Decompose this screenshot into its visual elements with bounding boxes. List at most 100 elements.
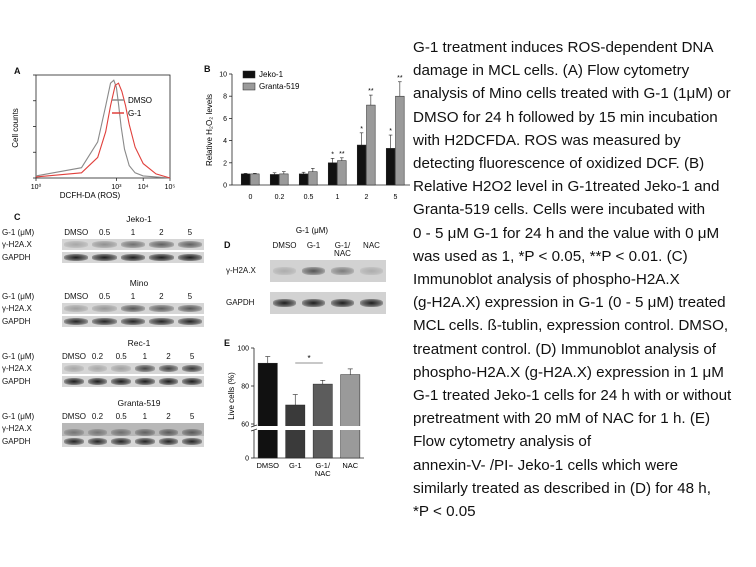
blot-lane-label: 0.2 [91,352,104,361]
gamma-h2ax-band [92,305,117,312]
blot-lane-label: 0.2 [91,412,104,421]
blot-row-label: GAPDH [2,253,31,262]
gamma-h2ax-band [149,241,174,248]
caption-line: with H2DCFDA. ROS was measured by [413,131,681,149]
chart-a-ylabel: Cell counts [11,108,20,148]
gamma-h2ax-band [92,241,117,248]
caption-line: Relative H2O2 level in G-1treated Jeko-1… [413,178,720,196]
chart-b-category-label: 0.5 [304,194,314,201]
panel-d-letter: D [224,240,231,250]
gamma-h2ax-band [273,267,296,275]
chart-e-bar [257,362,278,459]
chart-b-bar-granta519 [250,173,260,186]
gamma-h2ax-band [177,241,202,248]
chart-b-bar-jeko1 [356,144,367,186]
chart-e-bar [340,374,361,459]
blot-d-row-label: GAPDH [226,298,255,307]
panel-b-bar-chart: Relative H₂O₂ levels G-1 (μM) 0 2 4 6 8 10 0 0.… [205,70,410,235]
blot-lane-label: 0.5 [115,412,127,421]
caption-line: G-1 treatment induces ROS-dependent DNA [413,39,714,56]
blot-d-row-label: γ-H2A.X [226,266,256,275]
gamma-h2ax-band [331,267,354,275]
gapdh-band [64,254,89,261]
gamma-h2ax-band [111,429,131,436]
blot-row-label: GAPDH [2,437,31,446]
caption-line: pretreatment with 20 mM of NAC for 1 h. … [413,410,711,428]
gamma-h2ax-band [135,429,155,436]
blot-block: Granta-519 G-1 (μM) DMSO 0.2 0.5 1 2 5 γ-H2A.X GA… [2,398,214,460]
chart-b-category-label: 0 [249,194,253,201]
chart-e-significance-label: * [307,354,310,363]
blot-lane-label: 1 [142,412,148,421]
chart-a-frame [35,74,171,179]
blot-lane-label: 5 [189,352,195,361]
chart-b-category-label: 0.2 [275,194,285,201]
caption-line: Granta-519 cells. Cells were incubated w… [413,201,706,219]
panel-c-letter: C [14,212,21,222]
blot-membrane [62,252,204,263]
chart-b-bar-jeko1 [240,173,251,186]
blot-block: Rec-1 G-1 (μM) DMSO 0.2 0.5 1 2 5 γ-H2A.X GAPDH [2,338,214,400]
blot-row-label: γ-H2A.X [2,240,32,249]
caption-line: annexin-V- /PI- Jeko-1 cells which were [413,456,679,474]
caption-line: DMSO for 24 h followed by 15 min incubat… [413,108,718,126]
chart-b-significance: * [389,128,392,135]
gamma-h2ax-band [64,365,84,372]
chart-a-legend: DMSO G-1 [112,96,152,118]
blot-header-label: G-1 (μM) [2,412,35,421]
gamma-h2ax-band [120,241,146,248]
blot-row-label: γ-H2A.X [2,364,32,373]
chart-b-ytick-label: 0 [223,183,227,190]
gapdh-band [120,254,146,261]
chart-b-legend: Jeko-1 Granta-519 [242,70,300,91]
chart-a-xlabel: DCFH-DA (ROS) [60,191,121,200]
chart-b-bar-granta519 [395,95,405,186]
gamma-h2ax-band [135,365,155,372]
blot-row-label: GAPDH [2,377,31,386]
chart-e-ytick-label: 0 [245,456,249,463]
blot-header-label: G-1 (μM) [2,228,35,237]
gapdh-band [92,254,117,261]
gapdh-band [158,378,179,385]
blot-lane-label: DMSO [62,412,86,421]
blot-lane-label: DMSO [64,292,89,301]
chart-a-legend-label: G-1 [128,109,142,118]
chart-e-category-label: NAC [342,461,358,470]
blot-cell-line-title: Granta-519 [117,398,161,408]
gamma-h2ax-band [302,267,325,275]
chart-b-bar-granta519 [279,173,289,186]
gapdh-band [64,438,84,445]
chart-b-ylabel: Relative H₂O₂ levels [205,94,214,166]
gamma-h2ax-band [120,305,146,312]
gapdh-band [177,254,202,261]
caption-line: (g-H2A.X) expression in G-1 (0 - 5 μM) t… [413,294,726,312]
gamma-h2ax-band [64,429,84,436]
caption-line: G-1 treated Jeko-1 cells for 24 h with o… [413,387,732,405]
blot-row-label: GAPDH [2,317,31,326]
chart-e-category-label: G-1/NAC [315,461,331,478]
caption-line: analysis of Mino cells treated with G-1 … [413,85,731,103]
chart-e-bar-break [339,426,361,430]
gamma-h2ax-band [87,429,108,436]
blot-d-membrane [270,292,386,314]
chart-a-xtick-label: 10⁵ [165,184,176,191]
chart-b-significance: ** [397,75,403,82]
panel-e-letter: E [224,338,231,348]
gapdh-band [111,378,131,385]
blot-lane-label: 2 [166,352,171,361]
chart-a-series-dmso [35,79,171,179]
blot-header-label: G-1 (μM) [2,292,35,301]
blot-cell-line-title: Mino [129,278,149,288]
chart-b-ytick-label: 2 [223,160,227,167]
caption-line: Flow cytometry analysis of [413,433,592,451]
chart-b-significance: ** [368,88,374,95]
gamma-h2ax-band [158,429,179,436]
chart-e-bar-break [284,426,306,430]
blot-row-label: γ-H2A.X [2,304,32,313]
gamma-h2ax-band [177,305,202,312]
blot-lane-label: DMSO [62,352,86,361]
gapdh-band [331,299,354,307]
blot-lane-label: 1 [130,292,136,301]
figure-caption: G-1 treatment induces ROS-dependent DNA d… [413,36,748,523]
blot-lane-label: 5 [187,228,193,237]
